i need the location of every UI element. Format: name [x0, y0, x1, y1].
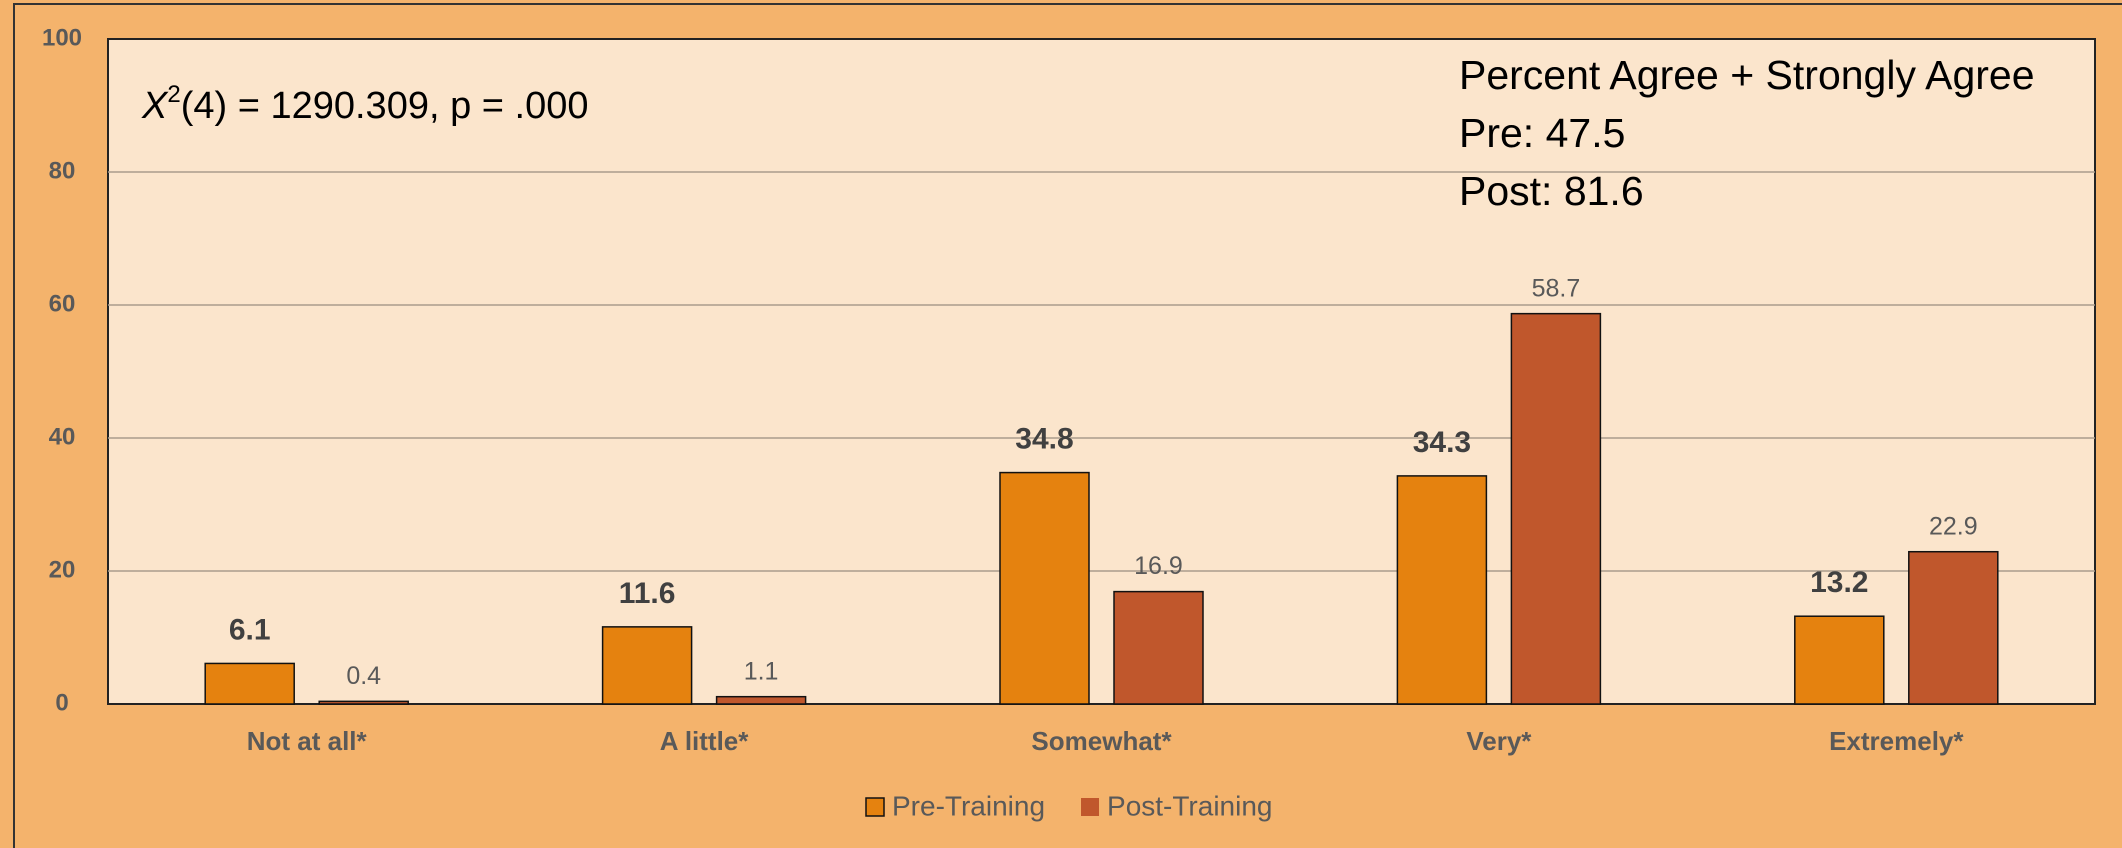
y-tick-label: 20: [49, 556, 76, 583]
value-label: 0.4: [346, 662, 381, 690]
legend-label: Post-Training: [1107, 790, 1272, 821]
value-label: 22.9: [1929, 512, 1978, 540]
bar: [715, 695, 807, 705]
bar: [1908, 550, 1999, 705]
bar: [1794, 615, 1885, 705]
stat-symbol: X: [141, 85, 169, 127]
stat-annotation: X2(4) = 1290.309, p = .000: [141, 81, 588, 127]
bar: [999, 471, 1090, 705]
y-tick-label: 40: [49, 423, 76, 450]
bar: [1113, 590, 1204, 705]
stat-text: (4) = 1290.309, p = .000: [181, 85, 589, 127]
y-tick-label: 80: [49, 157, 76, 184]
legend-swatch: [865, 797, 885, 817]
value-label: 1.1: [744, 657, 779, 685]
value-label: 16.9: [1134, 552, 1183, 580]
y-tick-label: 100: [42, 24, 82, 51]
bar: [1510, 312, 1602, 705]
bar: [601, 626, 693, 705]
value-label: 34.8: [1015, 423, 1073, 456]
x-tick-label: Somewhat*: [1031, 726, 1172, 756]
value-label: 58.7: [1532, 274, 1581, 302]
bar: [204, 662, 295, 705]
x-tick-label: Very*: [1466, 726, 1532, 756]
legend-label: Pre-Training: [892, 790, 1045, 821]
x-tick-label: A little*: [660, 726, 749, 756]
value-label: 34.3: [1413, 426, 1471, 459]
value-label: 13.2: [1810, 566, 1868, 599]
summary-annotation: Pre: 47.5: [1459, 110, 1625, 156]
summary-annotation: Post: 81.6: [1459, 168, 1644, 214]
legend-swatch: [1081, 798, 1100, 816]
x-tick-label: Not at all*: [247, 726, 368, 756]
value-label: 6.1: [229, 613, 271, 646]
y-tick-label: 0: [55, 689, 68, 716]
bar: [1396, 475, 1488, 705]
y-tick-label: 60: [49, 290, 76, 317]
x-tick-label: Extremely*: [1829, 726, 1964, 756]
value-label: 11.6: [619, 577, 676, 610]
plot-area: [107, 38, 2096, 705]
summary-annotation: Percent Agree + Strongly Agree: [1459, 52, 2035, 98]
stat-superscript: 2: [167, 81, 180, 108]
bar: [318, 700, 409, 705]
